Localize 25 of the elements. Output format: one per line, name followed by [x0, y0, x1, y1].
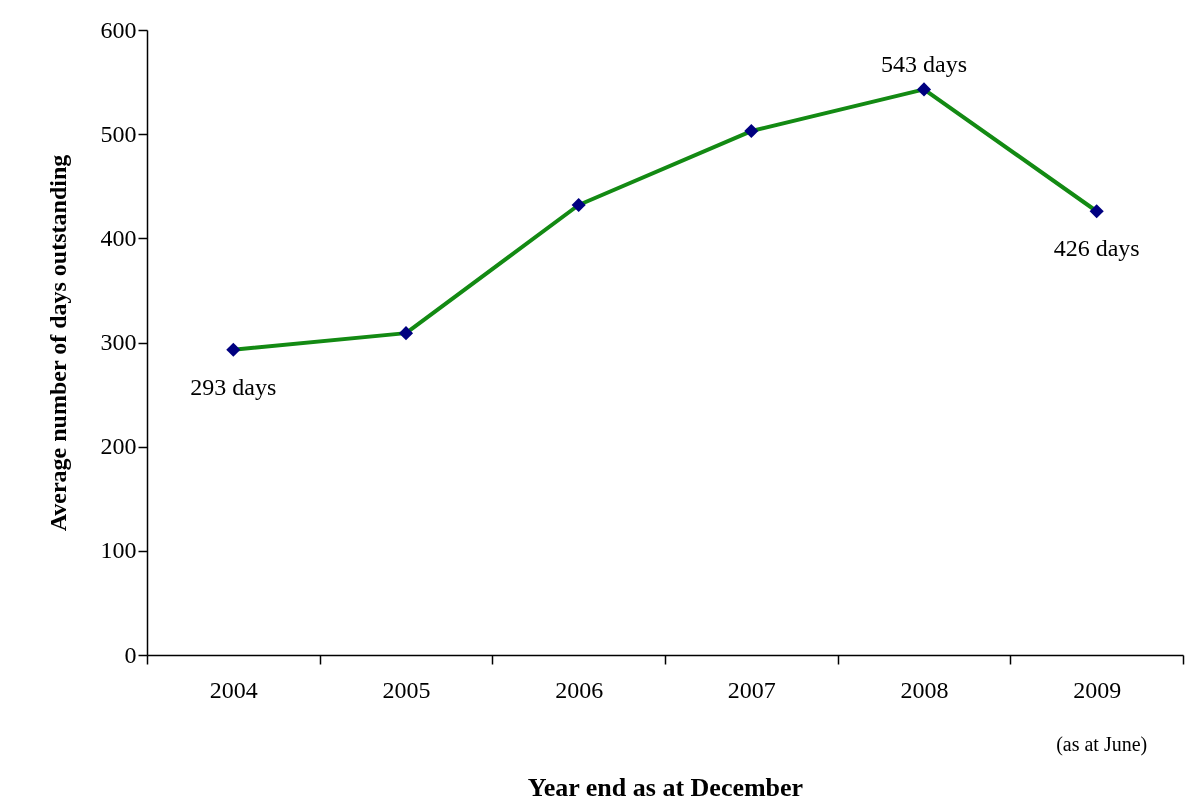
x-tick-label: 2006: [555, 676, 604, 703]
y-tick-label: 100: [100, 537, 137, 564]
y-tick-label: 300: [100, 329, 137, 355]
text: (as at June): [1056, 733, 1148, 756]
y-tick-label: 600: [100, 16, 137, 43]
data-label: 543 days: [881, 51, 967, 78]
x-axis-title: Year end as at December: [527, 772, 804, 802]
x-tick-label: 2009: [1073, 676, 1122, 703]
point: [1089, 204, 1104, 219]
point: [226, 342, 241, 357]
data-label: 426 days: [1053, 235, 1140, 262]
data-label: 293 days: [190, 373, 277, 400]
y-axis-title: Average number of days outstanding: [44, 154, 71, 532]
x-tick-label: 2008: [900, 676, 949, 703]
x-tick-label: 2005: [382, 676, 431, 703]
point: [398, 326, 414, 341]
x-tick-label: 2004: [209, 676, 258, 703]
y-tick-label: 200: [100, 433, 137, 460]
point: [571, 197, 586, 213]
x-tick-label: 2007: [727, 676, 776, 703]
y-tick-label: 400: [100, 224, 137, 251]
y-tick-label: 0: [124, 641, 137, 668]
point: [916, 82, 932, 97]
y-tick-label: 500: [100, 120, 137, 147]
point: [744, 123, 759, 139]
